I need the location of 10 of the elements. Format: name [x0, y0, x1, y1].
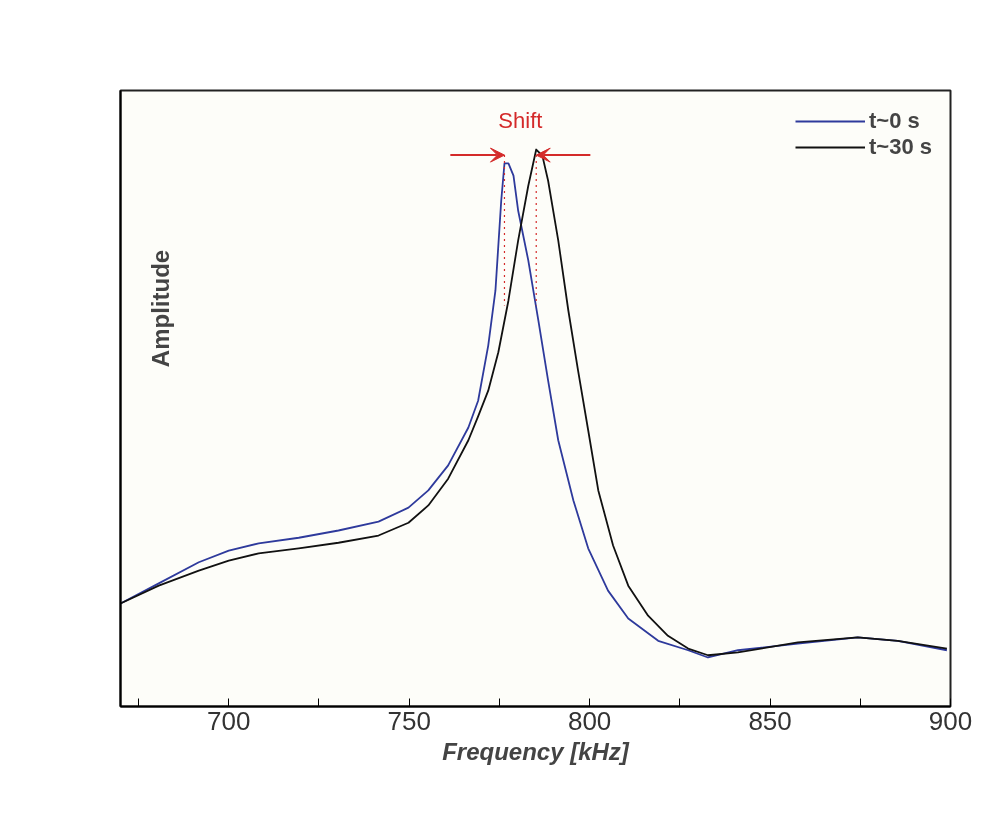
legend-label: t~30 s	[869, 134, 932, 160]
text: Shift	[498, 107, 543, 133]
x-tick-label: 800	[567, 705, 612, 736]
y-axis-title: Amplitude	[147, 249, 174, 368]
x-tick-label: 900	[928, 705, 973, 736]
x-axis-title: Frequency [kHz]	[442, 737, 630, 765]
x-tick-label: 750	[387, 705, 431, 736]
x-tick-label: 700	[207, 705, 251, 736]
legend-label: t~0 s	[869, 108, 920, 134]
x-tick-label: 850	[748, 705, 792, 736]
